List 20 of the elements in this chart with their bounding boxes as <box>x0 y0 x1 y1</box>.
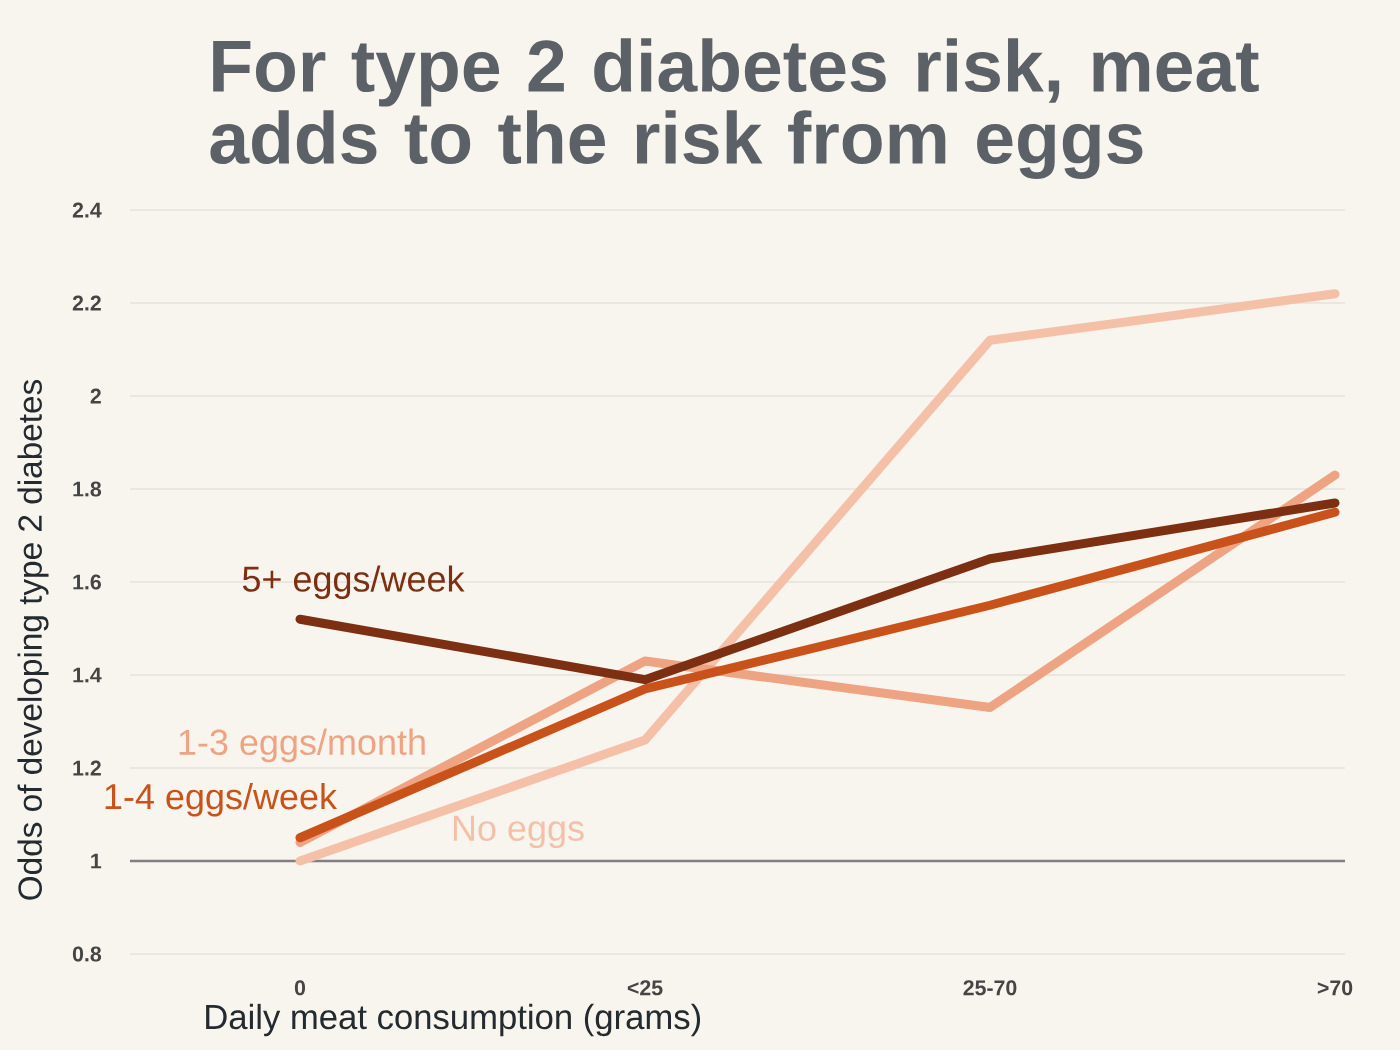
series-label: No eggs <box>453 815 584 849</box>
y-tick-label: 0.8 <box>72 946 102 962</box>
y-tick-label: 2 <box>90 388 101 404</box>
x-tick-label: >70 <box>1317 980 1353 996</box>
chart-title: For type 2 diabetes risk, meat adds to the risk from eggs <box>210 38 1259 179</box>
y-tick-label: 1 <box>91 853 102 869</box>
x-tick-label: 0 <box>294 980 306 996</box>
series-label: 5+ eggs/week <box>242 565 465 599</box>
y-tick-label: 1.4 <box>73 667 102 683</box>
series-label: 1-4 eggs/week <box>105 782 338 817</box>
y-tick-label: 1.8 <box>73 481 102 497</box>
x-tick-label: <25 <box>627 980 663 996</box>
series-label: 1-3 eggs/month <box>179 728 425 763</box>
x-axis-title: Daily meat consumption (grams) <box>206 1003 701 1037</box>
y-tick-label: 1.6 <box>73 574 101 590</box>
y-tick-label: 2.2 <box>72 295 101 311</box>
x-tick-label: 25-70 <box>963 980 1017 996</box>
y-tick-label: 1.2 <box>73 760 101 776</box>
y-tick-label: 2.4 <box>72 202 102 218</box>
y-axis-title: Odds of developing type 2 diabetes <box>17 380 49 900</box>
